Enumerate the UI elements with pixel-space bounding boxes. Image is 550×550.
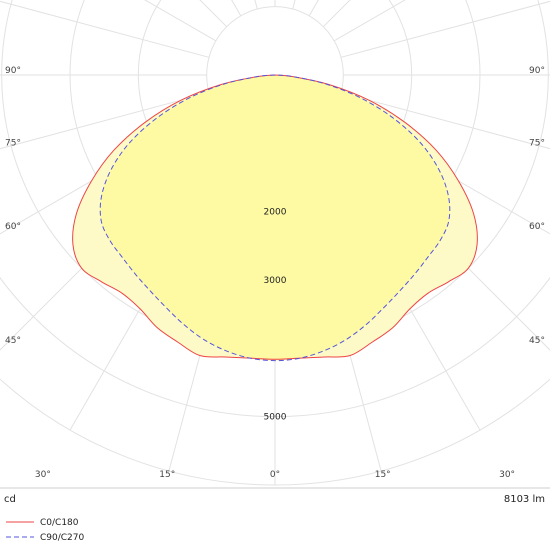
series-line-c0-c180 xyxy=(72,74,478,360)
angle-label-left-15: 15° xyxy=(159,470,175,480)
angle-label-left-75: 75° xyxy=(5,138,21,148)
ring-label-2000: 2000 xyxy=(264,208,287,218)
angle-label-left-60: 60° xyxy=(5,222,21,232)
angle-label-right-90: 90° xyxy=(529,66,545,76)
grid-radial-195 xyxy=(254,0,258,10)
angle-label-0: 0° xyxy=(270,470,280,480)
ring-label-5000: 5000 xyxy=(264,413,287,423)
angle-label-left-30: 30° xyxy=(35,470,51,480)
series-fill-c90-c270 xyxy=(100,75,450,361)
axis-labels: 2000 3000 5000 90° 90° 75° 75° 60° 60° 45° 45° 30° 3… xyxy=(5,66,545,480)
angle-label-left-90: 90° xyxy=(5,66,21,76)
legend-label-c90-c270: C90/C270 xyxy=(40,533,85,543)
angle-label-right-30: 30° xyxy=(499,470,515,480)
grid-radial-75 xyxy=(340,92,550,150)
legend: C0/C180 C90/C270 xyxy=(6,518,85,543)
unit-label: cd xyxy=(4,494,16,505)
angle-label-left-45: 45° xyxy=(5,336,21,346)
distribution-fills xyxy=(72,75,478,361)
legend-label-c0-c180: C0/C180 xyxy=(40,518,79,528)
luminous-flux-label: 8103 lm xyxy=(504,494,545,505)
angle-label-right-15: 15° xyxy=(375,470,391,480)
angle-label-right-45: 45° xyxy=(529,336,545,346)
grid-radial-135 xyxy=(322,0,351,28)
grid-radial-120 xyxy=(333,0,406,42)
grid-radial-255 xyxy=(0,0,210,58)
grid-radial-225 xyxy=(199,0,228,28)
grid-radial-105 xyxy=(340,0,550,58)
grid-radial-165 xyxy=(292,0,296,10)
grid-radial-285 xyxy=(0,92,210,150)
ring-label-3000: 3000 xyxy=(264,276,287,286)
distribution-curves xyxy=(72,74,478,362)
grid-radial-240 xyxy=(144,0,217,42)
angle-label-right-60: 60° xyxy=(529,222,545,232)
angle-label-right-75: 75° xyxy=(529,138,545,148)
series-line-c90-c270 xyxy=(99,74,451,362)
